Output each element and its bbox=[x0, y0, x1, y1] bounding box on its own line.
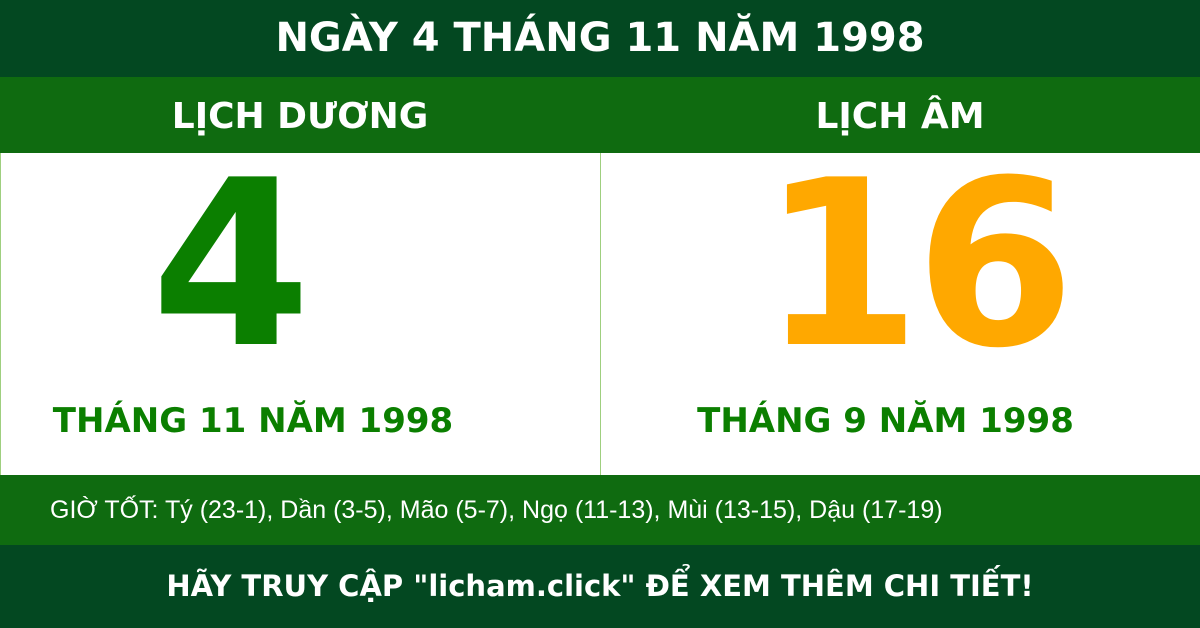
lunar-month-year: THÁNG 9 NĂM 1998 bbox=[697, 401, 1074, 441]
solar-month-year: THÁNG 11 NĂM 1998 bbox=[52, 401, 454, 441]
calendar-headers: LỊCH DƯƠNG LỊCH ÂM bbox=[0, 77, 1200, 153]
lunar-day: 16 bbox=[761, 132, 1075, 399]
solar-calendar-heading: LỊCH DƯƠNG bbox=[171, 96, 429, 137]
lunar-panel: 16 THÁNG 9 NĂM 1998 bbox=[601, 132, 1200, 475]
lunar-calendar-heading: LỊCH ÂM bbox=[815, 96, 985, 137]
page-title: NGÀY 4 THÁNG 11 NĂM 1998 bbox=[0, 0, 1200, 77]
solar-day: 4 bbox=[151, 132, 312, 399]
solar-panel: 4 THÁNG 11 NĂM 1998 bbox=[0, 132, 601, 475]
footer-cta: HÃY TRUY CẬP "licham.click" ĐỂ XEM THÊM … bbox=[0, 545, 1200, 628]
calendar-body: 4 THÁNG 11 NĂM 1998 16 THÁNG 9 NĂM 1998 bbox=[0, 132, 1200, 475]
good-hours: GIỜ TỐT: Tý (23-1), Dần (3-5), Mão (5-7)… bbox=[0, 475, 1200, 545]
